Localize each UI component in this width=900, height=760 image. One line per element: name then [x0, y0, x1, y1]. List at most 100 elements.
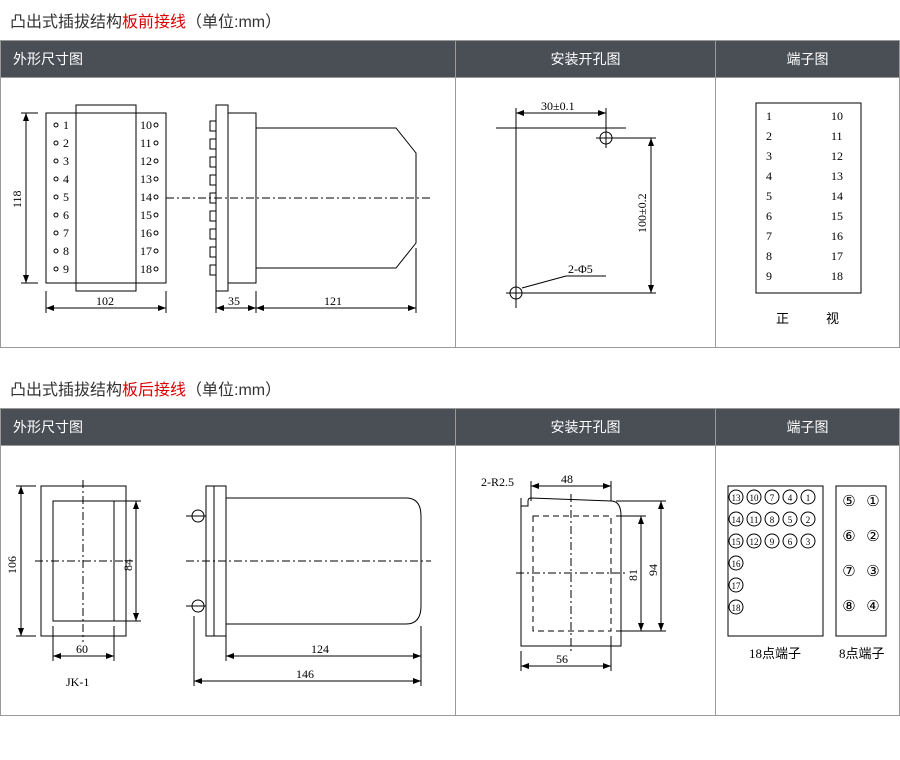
svg-text:12: 12	[831, 149, 843, 163]
svg-text:8: 8	[770, 515, 775, 525]
svg-text:146: 146	[296, 667, 314, 681]
svg-text:56: 56	[556, 652, 568, 666]
svg-text:7: 7	[770, 493, 775, 503]
svg-text:7: 7	[63, 226, 69, 240]
svg-text:8点端子: 8点端子	[839, 646, 885, 661]
svg-text:5: 5	[63, 190, 69, 204]
svg-text:17: 17	[831, 249, 843, 263]
svg-text:2: 2	[766, 129, 772, 143]
mounting-drawing-1: 30±0.1 2-Φ5	[456, 78, 716, 347]
section2-body: 106 84 60	[0, 446, 900, 716]
svg-text:②: ②	[866, 529, 879, 545]
svg-text:9: 9	[63, 262, 69, 276]
title-prefix: 凸出式插拔结构	[10, 382, 122, 399]
svg-text:16: 16	[140, 226, 152, 240]
svg-text:17: 17	[732, 581, 742, 591]
svg-text:17: 17	[140, 244, 152, 258]
section-rear-wiring: 凸出式插拔结构板后接线（单位:mm） 外形尺寸图 安装开孔图 端子图 106	[0, 368, 900, 716]
svg-text:11: 11	[750, 515, 759, 525]
header-outline: 外形尺寸图	[1, 41, 456, 77]
svg-text:7: 7	[766, 229, 772, 243]
svg-text:11: 11	[831, 129, 843, 143]
svg-text:18: 18	[831, 269, 843, 283]
svg-text:14: 14	[732, 515, 742, 525]
svg-text:6: 6	[63, 208, 69, 222]
svg-text:⑧: ⑧	[842, 599, 855, 615]
section1-title: 凸出式插拔结构板前接线（单位:mm）	[0, 0, 900, 40]
svg-text:9: 9	[766, 269, 772, 283]
section-front-wiring: 凸出式插拔结构板前接线（单位:mm） 外形尺寸图 安装开孔图 端子图 1 2 3…	[0, 0, 900, 348]
svg-text:③: ③	[866, 564, 879, 580]
svg-text:④: ④	[866, 599, 879, 615]
svg-text:94: 94	[646, 564, 660, 576]
svg-text:5: 5	[788, 515, 793, 525]
svg-text:3: 3	[806, 537, 811, 547]
title-red: 板后接线	[122, 382, 186, 399]
svg-text:16: 16	[831, 229, 843, 243]
svg-text:18: 18	[732, 603, 742, 613]
section1-header: 外形尺寸图 安装开孔图 端子图	[0, 40, 900, 78]
svg-text:4: 4	[63, 172, 69, 186]
svg-text:100±0.2: 100±0.2	[635, 193, 649, 233]
svg-text:15: 15	[140, 208, 152, 222]
outline-drawing-2: 106 84 60	[1, 446, 456, 715]
svg-text:60: 60	[76, 642, 88, 656]
svg-text:14: 14	[831, 189, 843, 203]
svg-text:1: 1	[766, 109, 772, 123]
svg-text:18: 18	[140, 262, 152, 276]
svg-text:13: 13	[732, 493, 742, 503]
header-mounting: 安装开孔图	[456, 409, 716, 445]
svg-text:124: 124	[311, 642, 329, 656]
svg-text:118: 118	[10, 190, 24, 208]
svg-text:2: 2	[63, 136, 69, 150]
svg-text:10: 10	[140, 118, 152, 132]
svg-text:11: 11	[140, 136, 152, 150]
svg-text:81: 81	[626, 569, 640, 581]
outline-drawing-1: 1 2 3 4 5 6 7 8 9 10 11 12 13 14	[1, 78, 456, 347]
svg-text:30±0.1: 30±0.1	[541, 99, 575, 113]
svg-text:12: 12	[140, 154, 152, 168]
svg-text:9: 9	[770, 537, 775, 547]
svg-text:8: 8	[63, 244, 69, 258]
svg-text:106: 106	[5, 556, 19, 574]
svg-text:16: 16	[732, 559, 742, 569]
svg-text:18点端子: 18点端子	[749, 646, 801, 661]
header-terminal: 端子图	[716, 41, 899, 77]
svg-text:2-Φ5: 2-Φ5	[568, 262, 593, 276]
svg-text:15: 15	[732, 537, 742, 547]
svg-text:6: 6	[766, 209, 772, 223]
section2-header: 外形尺寸图 安装开孔图 端子图	[0, 408, 900, 446]
svg-text:102: 102	[96, 294, 114, 308]
svg-text:2: 2	[806, 515, 811, 525]
svg-text:14: 14	[140, 190, 152, 204]
terminal-drawing-2: 131074114118521512963161718 18点端子 ⑤①⑥②⑦③…	[716, 446, 899, 715]
header-mounting: 安装开孔图	[456, 41, 716, 77]
svg-text:视: 视	[826, 311, 839, 326]
svg-text:15: 15	[831, 209, 843, 223]
terminal-drawing-1: 123456789 101112131415161718 正 视	[716, 78, 899, 347]
svg-text:正: 正	[776, 311, 789, 326]
title-suffix: （单位:mm）	[186, 382, 281, 399]
svg-text:12: 12	[750, 537, 759, 547]
svg-text:3: 3	[766, 149, 772, 163]
svg-text:⑦: ⑦	[842, 564, 855, 580]
svg-text:2-R2.5: 2-R2.5	[481, 475, 514, 489]
svg-text:1: 1	[806, 493, 811, 503]
svg-text:13: 13	[140, 172, 152, 186]
svg-text:6: 6	[788, 537, 793, 547]
svg-text:⑤: ⑤	[842, 494, 855, 510]
svg-text:3: 3	[63, 154, 69, 168]
mounting-drawing-2: 2-R2.5 48	[456, 446, 716, 715]
svg-text:13: 13	[831, 169, 843, 183]
svg-text:121: 121	[324, 294, 342, 308]
svg-text:①: ①	[866, 494, 879, 510]
section2-title: 凸出式插拔结构板后接线（单位:mm）	[0, 368, 900, 408]
svg-text:10: 10	[750, 493, 760, 503]
svg-text:4: 4	[788, 493, 793, 503]
title-suffix: （单位:mm）	[186, 14, 281, 31]
svg-text:4: 4	[766, 169, 772, 183]
title-red: 板前接线	[122, 14, 186, 31]
title-prefix: 凸出式插拔结构	[10, 14, 122, 31]
svg-text:48: 48	[561, 472, 573, 486]
section1-body: 1 2 3 4 5 6 7 8 9 10 11 12 13 14	[0, 78, 900, 348]
